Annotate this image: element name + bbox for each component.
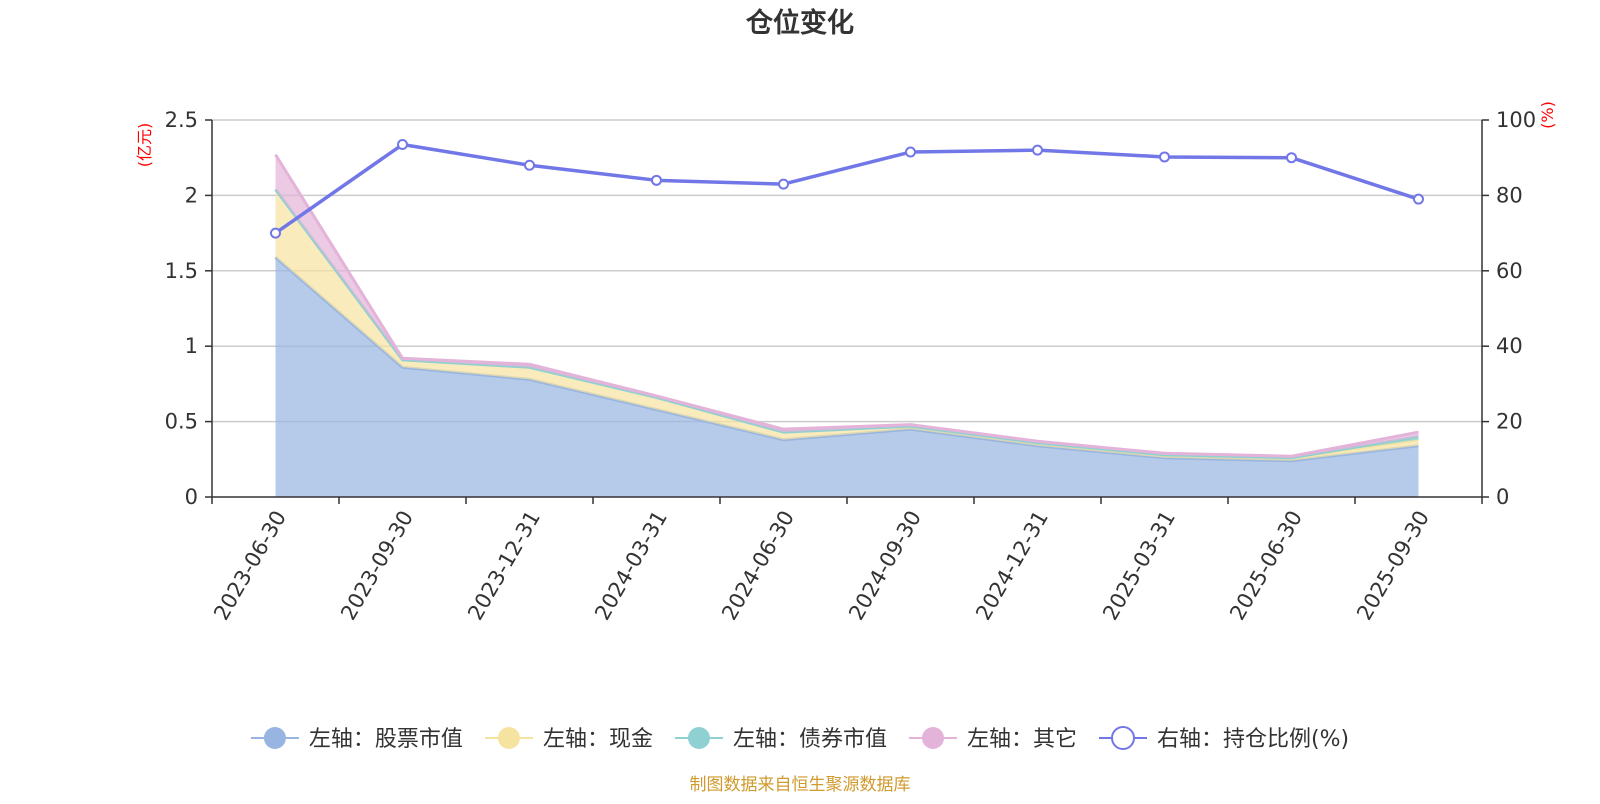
legend: 左轴：股票市值 左轴：现金 左轴：债券市值 左轴：其它 右轴：持仓比例(%)	[250, 726, 1349, 752]
x-axis-category-label: 2024-03-31	[590, 507, 672, 625]
x-axis-category-label: 2025-06-30	[1225, 507, 1307, 625]
x-axis-category-label: 2023-09-30	[336, 507, 418, 625]
x-axis-category-label: 2023-12-31	[463, 507, 545, 625]
holding-ratio-point[interactable]	[778, 178, 789, 190]
legend-label: 左轴：现金	[543, 727, 653, 752]
left-axis-tick-label: 0.5	[165, 410, 198, 434]
holding-ratio-point[interactable]	[524, 159, 535, 171]
left-axis-tick-label: 0	[185, 485, 198, 509]
legend-item-2[interactable]: 左轴：债券市值	[674, 727, 887, 752]
right-axis-tick-label: 80	[1496, 183, 1523, 207]
holding-ratio-path	[274, 142, 1420, 235]
holding-ratio-line	[270, 139, 1424, 239]
right-axis-unit: (%)	[1538, 101, 1557, 129]
legend-label: 左轴：其它	[967, 727, 1077, 752]
legend-marker	[263, 727, 286, 749]
legend-label: 右轴：持仓比例(%)	[1157, 727, 1349, 752]
left-axis-tick-label: 1	[185, 334, 198, 358]
legend-item-3[interactable]: 左轴：其它	[908, 727, 1077, 752]
legend-item-1[interactable]: 左轴：现金	[484, 727, 653, 752]
legend-marker	[497, 727, 520, 749]
left-axis-tick-label: 2.5	[165, 108, 198, 132]
right-axis-tick-label: 100	[1496, 108, 1536, 132]
legend-marker	[921, 727, 944, 749]
right-axis-tick-label: 40	[1496, 334, 1523, 358]
left-axis-tick-label: 2	[185, 183, 198, 207]
legend-item-4[interactable]: 右轴：持仓比例(%)	[1098, 726, 1349, 752]
legend-label: 左轴：债券市值	[733, 727, 887, 752]
holding-ratio-point[interactable]	[905, 146, 916, 158]
x-axis-category-label: 2024-12-31	[971, 507, 1053, 625]
left-axis-tick-label: 1.5	[165, 259, 198, 283]
gridlines	[212, 119, 1482, 423]
holding-ratio-point[interactable]	[651, 174, 662, 186]
legend-marker	[687, 727, 710, 749]
legend-marker	[1110, 726, 1135, 750]
x-axis-category-label: 2024-06-30	[717, 507, 799, 625]
right-axis-tick-label: 0	[1496, 485, 1509, 509]
legend-label: 左轴：股票市值	[309, 727, 463, 752]
holding-ratio-point[interactable]	[1413, 193, 1424, 205]
holding-ratio-point[interactable]	[1286, 152, 1297, 164]
holding-ratio-point[interactable]	[1032, 144, 1043, 156]
area-series-0	[275, 257, 1419, 497]
legend-item-0[interactable]: 左轴：股票市值	[250, 727, 463, 752]
left-axis-unit: (亿元)	[135, 123, 154, 168]
right-axis-tick-label: 20	[1496, 410, 1523, 434]
x-axis-category-label: 2025-09-30	[1352, 507, 1434, 625]
chart-title: 仓位变化	[745, 7, 854, 39]
x-axis-category-label: 2024-09-30	[844, 507, 926, 625]
right-axis-tick-label: 60	[1496, 259, 1523, 283]
area-series-edge-3	[274, 153, 1419, 458]
holding-ratio-point[interactable]	[1159, 151, 1170, 163]
holding-ratio-point[interactable]	[270, 227, 281, 239]
x-axis-category-label: 2023-06-30	[209, 507, 291, 625]
holding-ratio-point[interactable]	[397, 139, 408, 151]
data-source-footer: 制图数据来自恒生聚源数据库	[690, 775, 911, 795]
x-axis-category-label: 2025-03-31	[1098, 507, 1180, 625]
stacked-areas	[274, 153, 1419, 497]
